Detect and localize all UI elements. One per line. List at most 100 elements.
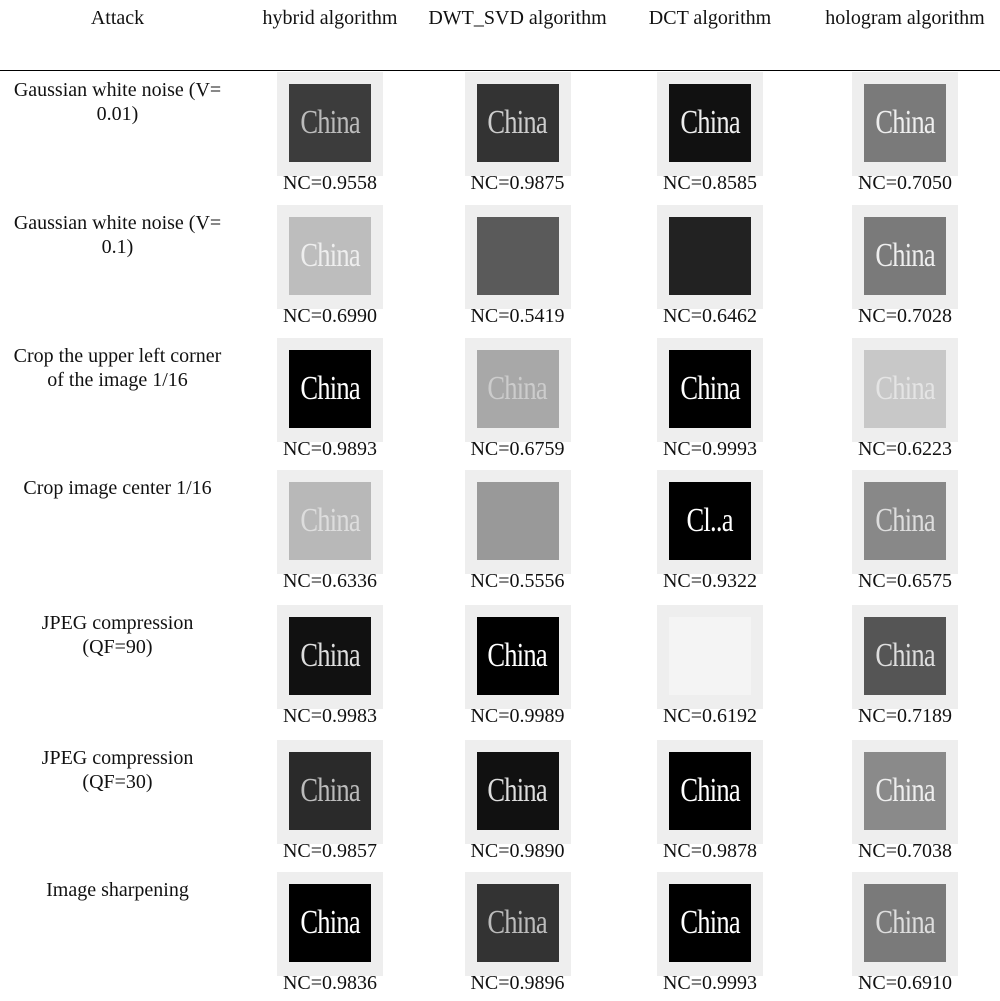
watermark-image: China	[465, 740, 571, 844]
nc-value: NC=0.9993	[630, 438, 790, 461]
watermark-text: China	[300, 370, 359, 408]
watermark-text: China	[680, 772, 739, 810]
watermark-text: China	[300, 237, 359, 275]
watermark-image: China	[277, 338, 383, 442]
extracted-watermark	[477, 217, 559, 295]
watermark-image: China	[657, 740, 763, 844]
watermark-image: China	[465, 72, 571, 176]
nc-value: NC=0.9322	[630, 570, 790, 593]
watermark-image: China	[852, 605, 958, 709]
nc-value: NC=0.6192	[630, 705, 790, 728]
attack-label: Crop the upper left corner of the image …	[10, 344, 225, 392]
watermark-text: China	[875, 370, 934, 408]
attack-label: Image sharpening	[10, 878, 225, 902]
watermark-image: China	[852, 72, 958, 176]
header-rule	[0, 70, 1000, 71]
nc-value: NC=0.6336	[250, 570, 410, 593]
watermark-text: China	[875, 772, 934, 810]
nc-value: NC=0.7189	[825, 705, 985, 728]
watermark-image: China	[277, 605, 383, 709]
nc-value: NC=0.5419	[438, 305, 598, 328]
watermark-text: China	[875, 904, 934, 942]
nc-value: NC=0.9875	[438, 172, 598, 195]
watermark-image: China	[277, 470, 383, 574]
attack-label: Gaussian white noise (V= 0.1)	[10, 211, 225, 259]
extracted-watermark: China	[289, 350, 371, 428]
nc-value: NC=0.9558	[250, 172, 410, 195]
nc-value: NC=0.9989	[438, 705, 598, 728]
watermark-image: China	[465, 872, 571, 976]
nc-value: NC=0.6575	[825, 570, 985, 593]
extracted-watermark: China	[477, 617, 559, 695]
extracted-watermark: China	[477, 752, 559, 830]
nc-value: NC=0.9893	[250, 438, 410, 461]
watermark-image: China	[277, 740, 383, 844]
attack-label: Crop image center 1/16	[10, 476, 225, 500]
nc-value: NC=0.9836	[250, 972, 410, 995]
watermark-text: China	[300, 502, 359, 540]
column-header: hybrid algorithm	[235, 6, 425, 30]
watermark-image: China	[852, 470, 958, 574]
watermark-text: China	[680, 370, 739, 408]
nc-value: NC=0.7050	[825, 172, 985, 195]
nc-value: NC=0.9896	[438, 972, 598, 995]
watermark-image: China	[465, 605, 571, 709]
attack-label: Gaussian white noise (V= 0.01)	[10, 78, 225, 126]
watermark-text: China	[488, 637, 547, 675]
extracted-watermark: China	[477, 884, 559, 962]
column-header: hologram algorithm	[810, 6, 1000, 30]
extracted-watermark	[669, 617, 751, 695]
extracted-watermark: China	[864, 752, 946, 830]
watermark-image: China	[465, 338, 571, 442]
watermark-text: China	[488, 904, 547, 942]
extracted-watermark: China	[669, 84, 751, 162]
table-page: Attackhybrid algorithmDWT_SVD algorithmD…	[0, 0, 1000, 1001]
extracted-watermark: China	[289, 217, 371, 295]
nc-value: NC=0.9857	[250, 840, 410, 863]
watermark-image: China	[852, 338, 958, 442]
nc-value: NC=0.6462	[630, 305, 790, 328]
nc-value: NC=0.8585	[630, 172, 790, 195]
extracted-watermark: China	[289, 752, 371, 830]
attack-label: JPEG compression (QF=90)	[10, 611, 225, 659]
watermark-text: China	[680, 904, 739, 942]
watermark-image: China	[277, 205, 383, 309]
extracted-watermark: China	[864, 617, 946, 695]
nc-value: NC=0.7028	[825, 305, 985, 328]
watermark-image	[465, 205, 571, 309]
watermark-image: China	[852, 740, 958, 844]
watermark-text: China	[488, 772, 547, 810]
nc-value: NC=0.6759	[438, 438, 598, 461]
watermark-text: China	[875, 104, 934, 142]
extracted-watermark: China	[289, 884, 371, 962]
nc-value: NC=0.5556	[438, 570, 598, 593]
watermark-image: China	[657, 338, 763, 442]
column-header: DWT_SVD algorithm	[425, 6, 610, 30]
extracted-watermark: China	[289, 482, 371, 560]
extracted-watermark: China	[289, 84, 371, 162]
watermark-image: China	[852, 872, 958, 976]
watermark-text: Cl..a	[687, 502, 733, 540]
extracted-watermark	[477, 482, 559, 560]
attack-label: JPEG compression (QF=30)	[10, 746, 225, 794]
extracted-watermark: China	[669, 884, 751, 962]
column-header: Attack	[0, 6, 235, 30]
watermark-text: China	[875, 637, 934, 675]
watermark-text: China	[300, 104, 359, 142]
watermark-image: China	[852, 205, 958, 309]
watermark-image	[657, 605, 763, 709]
extracted-watermark: China	[864, 482, 946, 560]
nc-value: NC=0.9993	[630, 972, 790, 995]
extracted-watermark	[669, 217, 751, 295]
watermark-image: China	[277, 872, 383, 976]
watermark-text: China	[488, 104, 547, 142]
extracted-watermark: China	[289, 617, 371, 695]
watermark-text: China	[300, 904, 359, 942]
column-header: DCT algorithm	[610, 6, 810, 30]
watermark-image: China	[277, 72, 383, 176]
extracted-watermark: China	[669, 350, 751, 428]
watermark-text: China	[300, 772, 359, 810]
extracted-watermark: China	[864, 217, 946, 295]
extracted-watermark: China	[669, 752, 751, 830]
extracted-watermark: China	[864, 84, 946, 162]
